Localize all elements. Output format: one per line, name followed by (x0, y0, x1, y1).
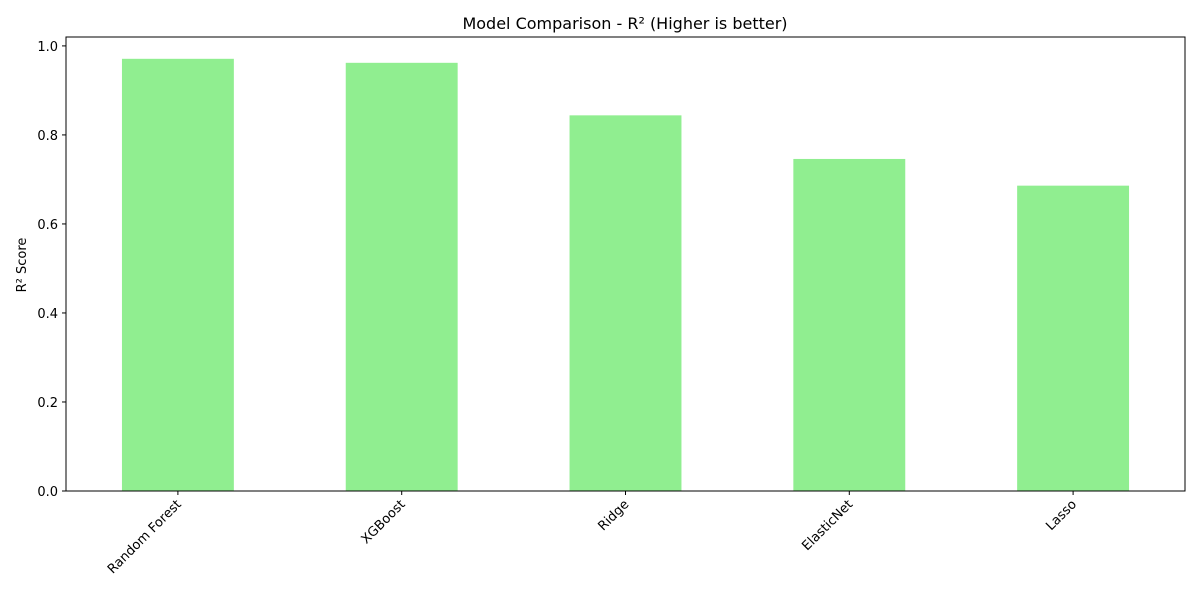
y-axis-label: R² Score (15, 238, 30, 293)
y-tick-label: 0.0 (37, 485, 58, 500)
y-tick-label: 1.0 (37, 40, 58, 55)
bar-ridge (569, 115, 682, 492)
chart-title: Model Comparison - R² (Higher is better) (462, 14, 787, 33)
bars-layer (121, 58, 1130, 492)
y-tick-label: 0.2 (37, 396, 58, 411)
bar-xgboost (345, 62, 458, 492)
y-axis-ticks: 0.0 0.2 0.4 0.6 0.8 1.0 (37, 40, 66, 500)
y-tick-label: 0.4 (37, 307, 58, 322)
plot-area-frame (65, 36, 1186, 492)
y-tick-label: 0.8 (37, 129, 58, 144)
bar-lasso (1017, 185, 1130, 491)
y-tick-label: 0.6 (37, 218, 58, 233)
bar-random-forest (121, 58, 234, 491)
bar-elasticnet (793, 158, 906, 492)
